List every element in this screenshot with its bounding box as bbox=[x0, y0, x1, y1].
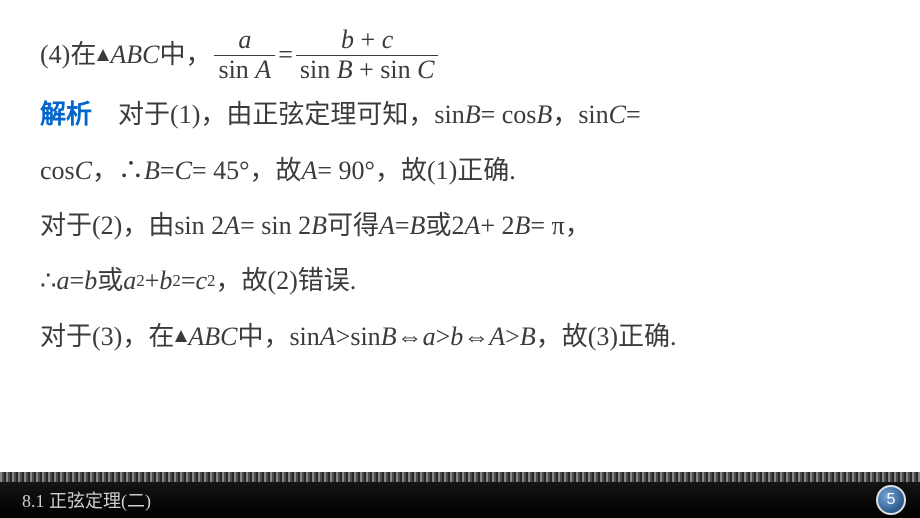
l5-v2: b bbox=[84, 256, 97, 305]
l4-v1: A bbox=[224, 201, 240, 250]
l6-v5: A bbox=[489, 312, 505, 361]
frac1-den-pre: sin bbox=[218, 55, 255, 84]
l6-t2: 中，sin bbox=[237, 312, 319, 361]
l5-t5: = bbox=[181, 256, 196, 305]
l4-t4: = bbox=[395, 201, 410, 250]
l5-t2: = bbox=[70, 256, 85, 305]
l4-v5: A bbox=[464, 201, 480, 250]
f2d-v1: B bbox=[337, 55, 353, 84]
line-6: 对于(3)，在 ABC 中，sin A >sin B ⇔ a > b ⇔ A >… bbox=[40, 312, 880, 361]
frac2-num: b + c bbox=[337, 26, 397, 55]
f2n-c: c bbox=[382, 25, 394, 54]
footer-bar: 8.1 正弦定理(二) 5 bbox=[0, 472, 920, 518]
l6-v2: B bbox=[381, 312, 397, 361]
l6-t6: ，故(3)正确. bbox=[536, 312, 677, 361]
l3-t2: ，∴ bbox=[92, 146, 144, 195]
l3-t1: cos bbox=[40, 146, 75, 195]
l2-v2: B bbox=[536, 90, 552, 139]
page-number-badge: 5 bbox=[876, 485, 906, 515]
l6-v4: b bbox=[450, 312, 463, 361]
f2d-plus: + sin bbox=[353, 55, 418, 84]
l2-v3: C bbox=[609, 90, 626, 139]
triangle-icon bbox=[97, 49, 109, 61]
line-3: cos C ，∴B = C = 45°，故A = 90°，故(1)正确. bbox=[40, 146, 880, 195]
frac-2: b + c sin B + sin C bbox=[296, 26, 439, 84]
l4-v4: B bbox=[410, 201, 426, 250]
l3-t4: = 45°，故 bbox=[192, 146, 302, 195]
frac1-num: a bbox=[234, 26, 255, 55]
l2-t3: ，sin bbox=[552, 90, 608, 139]
l5-t4: + bbox=[145, 256, 160, 305]
l2-t2: = cos bbox=[481, 90, 537, 139]
l5-t3: 或 bbox=[97, 256, 123, 305]
triangle-icon bbox=[175, 330, 187, 342]
l4-t5: 或2 bbox=[425, 201, 464, 250]
l6-set: ABC bbox=[188, 312, 237, 361]
l5-v5: c bbox=[195, 256, 207, 305]
footer-inner: 8.1 正弦定理(二) 5 bbox=[0, 482, 920, 518]
l1-set: ABC bbox=[110, 30, 159, 79]
l5-sq3: 2 bbox=[207, 265, 215, 297]
l3-v1: C bbox=[75, 146, 92, 195]
l3-v3: C bbox=[175, 146, 192, 195]
line-4: 对于(2)，由sin 2A = sin 2B 可得A = B 或2A + 2B … bbox=[40, 201, 880, 250]
l4-t7: = π， bbox=[530, 201, 590, 250]
l5-t6: ，故(2)错误. bbox=[215, 256, 356, 305]
l3-v2: B bbox=[144, 146, 160, 195]
l4-t1: 对于(2)，由sin 2 bbox=[40, 201, 224, 250]
l1-prefix: (4)在 bbox=[40, 30, 96, 79]
l1-mid: 中， bbox=[159, 30, 211, 79]
frac1-den: sin A bbox=[214, 55, 275, 85]
footer-title: 8.1 正弦定理(二) bbox=[22, 487, 151, 513]
l3-t5: = 90°，故(1)正确. bbox=[317, 146, 515, 195]
l3-t3: = bbox=[160, 146, 175, 195]
l4-t2: = sin 2 bbox=[240, 201, 311, 250]
l5-v4: b bbox=[159, 256, 172, 305]
f2n-b: b bbox=[341, 25, 354, 54]
line-2: 解析 对于(1)，由正弦定理可知，sin B = cos B ，sin C = bbox=[40, 90, 880, 139]
l3-v4: A bbox=[302, 146, 318, 195]
l4-t3: 可得 bbox=[327, 201, 379, 250]
l6-t3: >sin bbox=[336, 312, 381, 361]
l6-t1: 对于(3)，在 bbox=[40, 312, 174, 361]
slide-content: (4)在 ABC 中， a sin A = b + c sin B + sin … bbox=[0, 0, 920, 361]
l6-v3: a bbox=[423, 312, 436, 361]
l6-v6: B bbox=[520, 312, 536, 361]
l6-iff1: ⇔ bbox=[397, 312, 423, 361]
analysis-label: 解析 bbox=[40, 90, 92, 139]
l6-v1: A bbox=[320, 312, 336, 361]
frac-1: a sin A bbox=[214, 26, 275, 84]
l4-v6: B bbox=[515, 201, 531, 250]
l5-v3: a bbox=[123, 256, 136, 305]
f2n-plus: + bbox=[354, 25, 382, 54]
l5-sq2: 2 bbox=[172, 265, 180, 297]
l4-t6: + 2 bbox=[480, 201, 514, 250]
l2-gap bbox=[92, 90, 118, 139]
frac1-den-var: A bbox=[255, 55, 271, 84]
l6-t5: > bbox=[505, 312, 520, 361]
l1-eq: = bbox=[278, 30, 293, 79]
line-5: ∴a = b 或a2 + b2 = c2 ，故(2)错误. bbox=[40, 256, 880, 305]
l2-t4: = bbox=[626, 90, 641, 139]
l5-v1: a bbox=[57, 256, 70, 305]
l4-v2: B bbox=[311, 201, 327, 250]
l6-iff2: ⇔ bbox=[463, 312, 489, 361]
f2d-v2: C bbox=[417, 55, 434, 84]
l2-t1: 对于(1)，由正弦定理可知，sin bbox=[118, 90, 465, 139]
l5-t1: ∴ bbox=[40, 256, 57, 305]
l6-t4: > bbox=[436, 312, 451, 361]
footer-stripes bbox=[0, 472, 920, 482]
l2-v1: B bbox=[465, 90, 481, 139]
line-1: (4)在 ABC 中， a sin A = b + c sin B + sin … bbox=[40, 26, 880, 84]
frac2-den: sin B + sin C bbox=[296, 55, 439, 85]
l4-v3: A bbox=[379, 201, 395, 250]
f2d-p1: sin bbox=[300, 55, 337, 84]
l5-sq1: 2 bbox=[136, 265, 144, 297]
